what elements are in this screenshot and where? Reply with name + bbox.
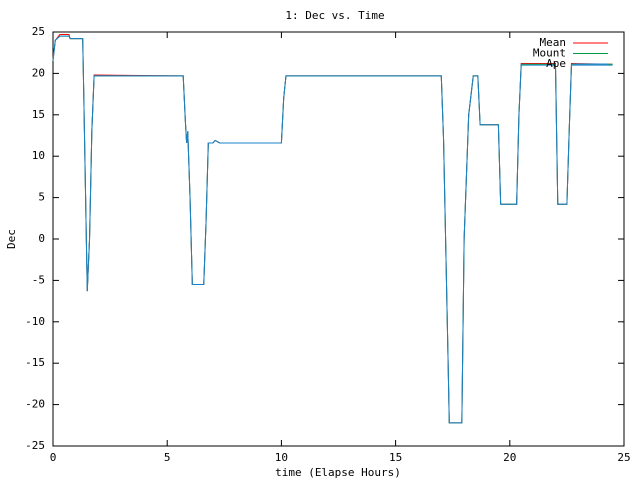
y-tick-label: 15 [32,108,45,121]
x-axis-label: time (Elapse Hours) [275,466,401,479]
y-tick-label: 0 [38,232,45,245]
legend-label: Ape [546,57,566,70]
x-tick-label: 0 [50,451,57,464]
y-tick-label: 10 [32,149,45,162]
y-tick-label: -15 [25,356,45,369]
y-tick-label: -25 [25,439,45,452]
y-tick-label: 25 [32,25,45,38]
x-tick-label: 10 [275,451,288,464]
chart-title: 1: Dec vs. Time [285,9,384,22]
x-tick-label: 20 [503,451,516,464]
y-tick-label: 20 [32,66,45,79]
x-tick-label: 25 [617,451,630,464]
y-tick-label: -10 [25,315,45,328]
x-tick-label: 15 [389,451,402,464]
legend-label: Mount [533,47,566,60]
x-tick-label: 5 [164,451,171,464]
y-axis-label: Dec [5,229,18,249]
data-line [52,35,613,424]
y-tick-label: 5 [38,191,45,204]
y-tick-label: -5 [32,273,45,286]
y-tick-label: -20 [25,398,45,411]
legend-label: Mean [540,36,567,49]
